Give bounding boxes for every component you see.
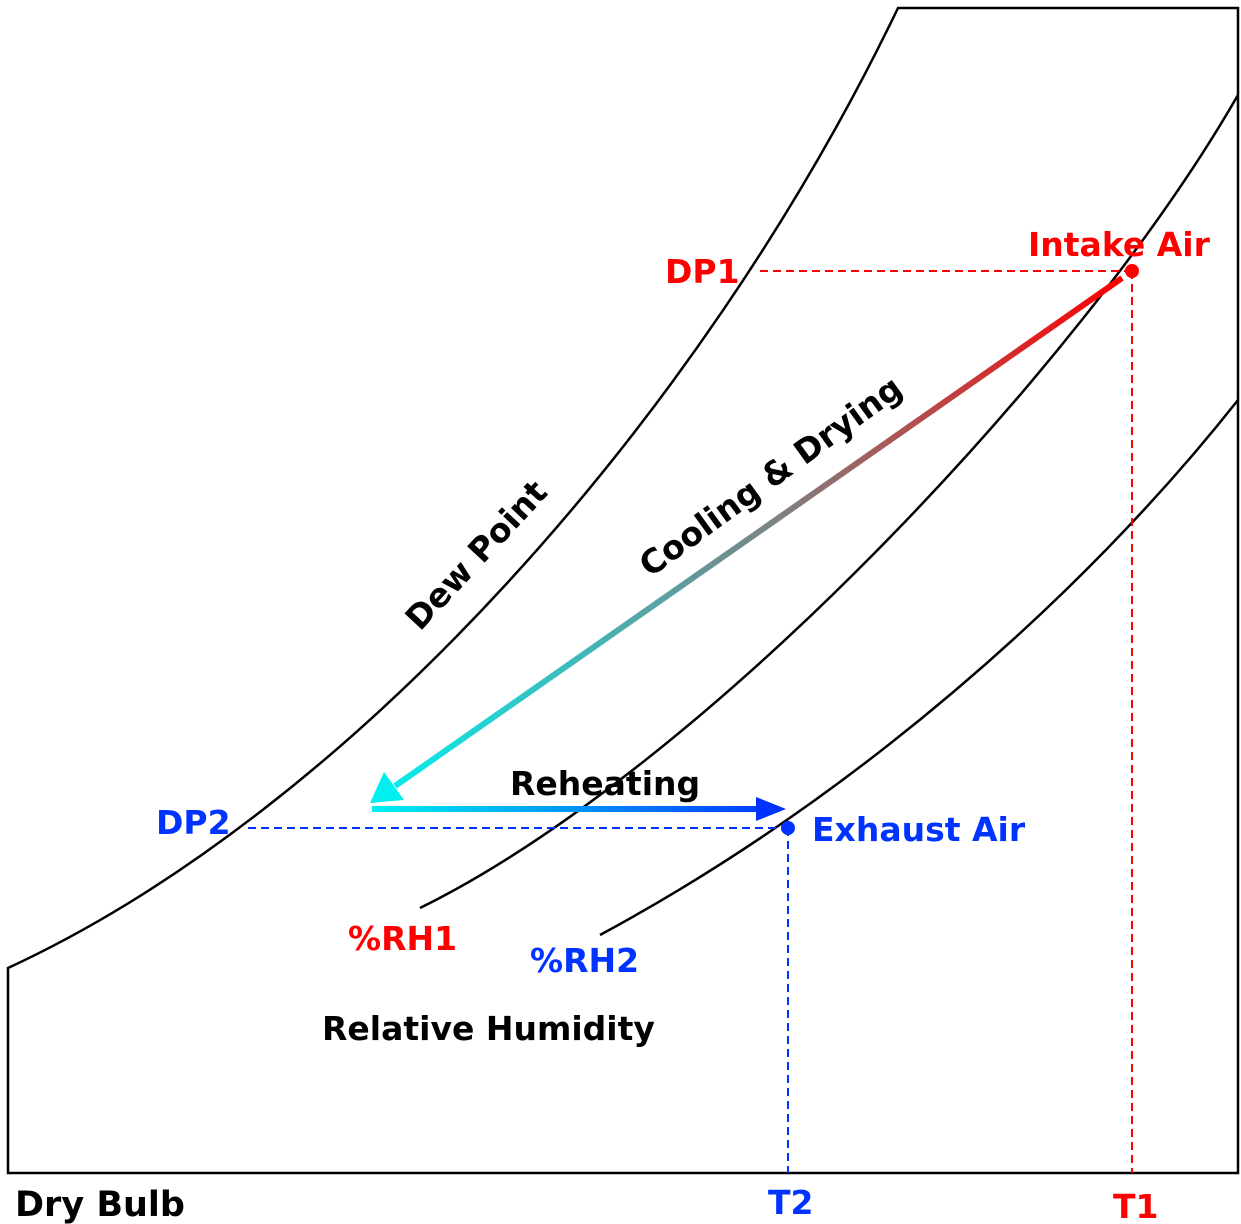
dew-point-curve xyxy=(6,6,1240,1175)
cooling-drying-label: Cooling & Drying xyxy=(632,368,909,585)
cooling-drying-arrow xyxy=(393,275,1124,789)
intake-air-label: Intake Air xyxy=(1028,225,1211,264)
t1-label: T1 xyxy=(1113,1187,1158,1224)
dp1-label: DP1 xyxy=(665,252,740,291)
reheating-label: Reheating xyxy=(510,764,700,803)
exhaust-air-label: Exhaust Air xyxy=(812,810,1026,849)
intake-air-point xyxy=(1125,264,1139,278)
reheating-arrowhead xyxy=(756,797,786,821)
exhaust-air-point xyxy=(781,821,795,835)
rh2-curve xyxy=(599,399,1239,937)
t2-label: T2 xyxy=(768,1183,813,1222)
rh1-label: %RH1 xyxy=(348,919,457,958)
dry-bulb-label: Dry Bulb xyxy=(15,1185,185,1224)
rh2-label: %RH2 xyxy=(530,941,639,980)
dp2-label: DP2 xyxy=(156,803,231,842)
cooling-arrowhead xyxy=(370,772,404,803)
rh1-curve xyxy=(419,94,1240,910)
relative-humidity-label: Relative Humidity xyxy=(322,1009,655,1048)
